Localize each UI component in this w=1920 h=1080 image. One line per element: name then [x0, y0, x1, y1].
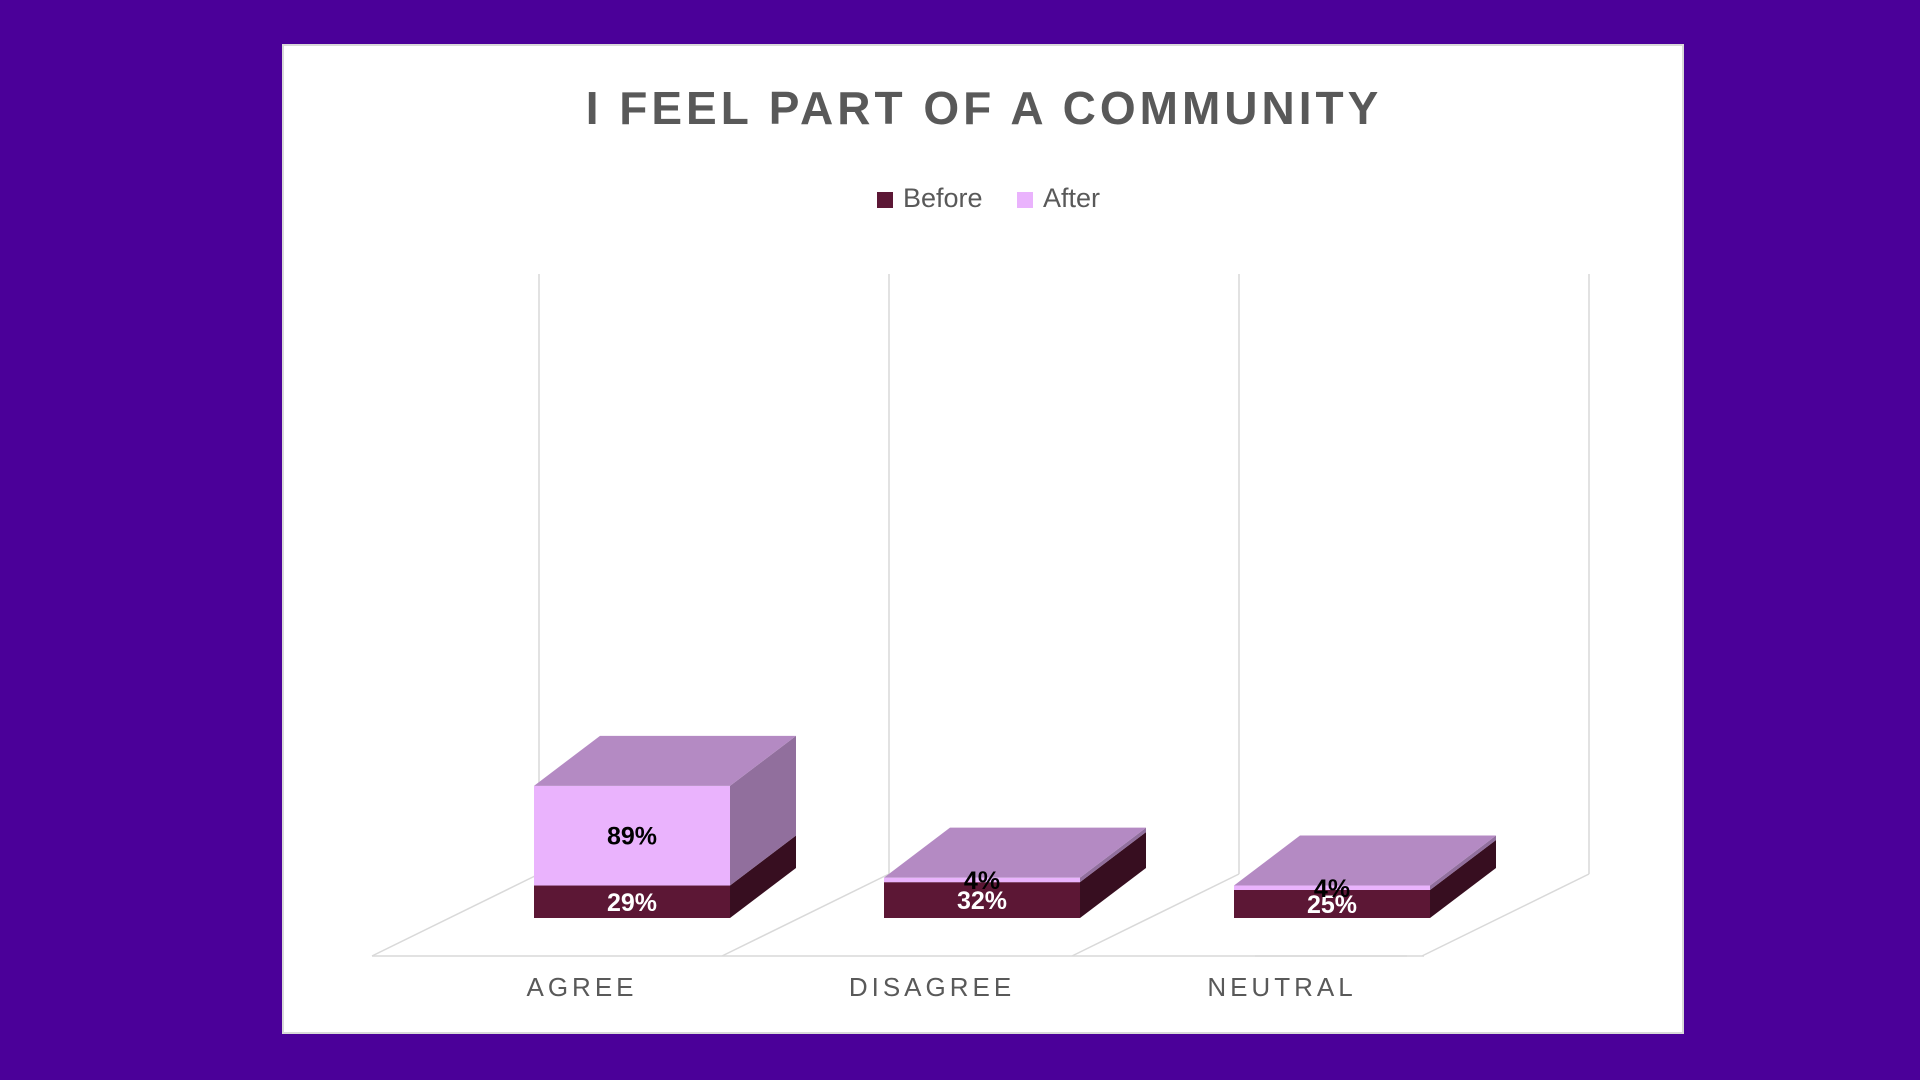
- data-label-disagree-after: 4%: [964, 867, 1000, 895]
- category-label-disagree: DISAGREE: [849, 972, 1015, 1002]
- legend: Before After: [877, 183, 1100, 213]
- bar-disagree-before: [884, 832, 1146, 918]
- category-label-agree: AGREE: [526, 972, 637, 1002]
- bar-front: [884, 882, 1080, 918]
- bar-front: [1234, 885, 1430, 890]
- bar-front: [884, 877, 1080, 883]
- bar-front: [534, 885, 730, 918]
- floor-divider: [1421, 873, 1590, 957]
- data-label-neutral-after: 4%: [1314, 875, 1350, 903]
- bar-disagree-after: [884, 827, 1146, 883]
- data-label-neutral-before: 25%: [1307, 891, 1357, 919]
- data-label-disagree-before: 32%: [957, 887, 1007, 915]
- chart-svg: I FEEL PART OF A COMMUNITY 29% 89% AGREE 32…: [371, 82, 1590, 1002]
- bar-agree-before: [534, 835, 796, 918]
- bar-agree-after: [534, 735, 796, 886]
- bars-layer: [534, 735, 1496, 918]
- bar-neutral-after: [1234, 835, 1496, 890]
- floor-divider: [721, 873, 890, 957]
- chart-card: I FEEL PART OF A COMMUNITY 29% 89% AGREE 32…: [282, 44, 1684, 1034]
- bar-front: [534, 785, 730, 886]
- floor-divider: [1071, 873, 1240, 957]
- bar-top: [884, 827, 1146, 878]
- bar-neutral-before: [1234, 840, 1496, 918]
- legend-swatch-before: [877, 192, 893, 208]
- legend-label-before: Before: [903, 183, 983, 213]
- grid-layer: [371, 274, 1590, 957]
- bar-side: [1430, 835, 1496, 890]
- bar-side: [1430, 840, 1496, 918]
- bar-side: [1080, 832, 1146, 918]
- bar-top: [534, 735, 796, 786]
- chart-title: I FEEL PART OF A COMMUNITY: [586, 82, 1383, 134]
- bar-side: [730, 835, 796, 918]
- bar-side: [730, 735, 796, 886]
- floor-divider: [371, 873, 540, 957]
- legend-swatch-after: [1017, 192, 1033, 208]
- bar-top: [1234, 835, 1496, 886]
- data-label-agree-before: 29%: [607, 889, 657, 917]
- bar-front: [1234, 890, 1430, 918]
- category-label-neutral: NEUTRAL: [1207, 972, 1356, 1002]
- data-label-agree-after: 89%: [607, 823, 657, 851]
- bar-side: [1080, 827, 1146, 883]
- legend-label-after: After: [1043, 183, 1100, 213]
